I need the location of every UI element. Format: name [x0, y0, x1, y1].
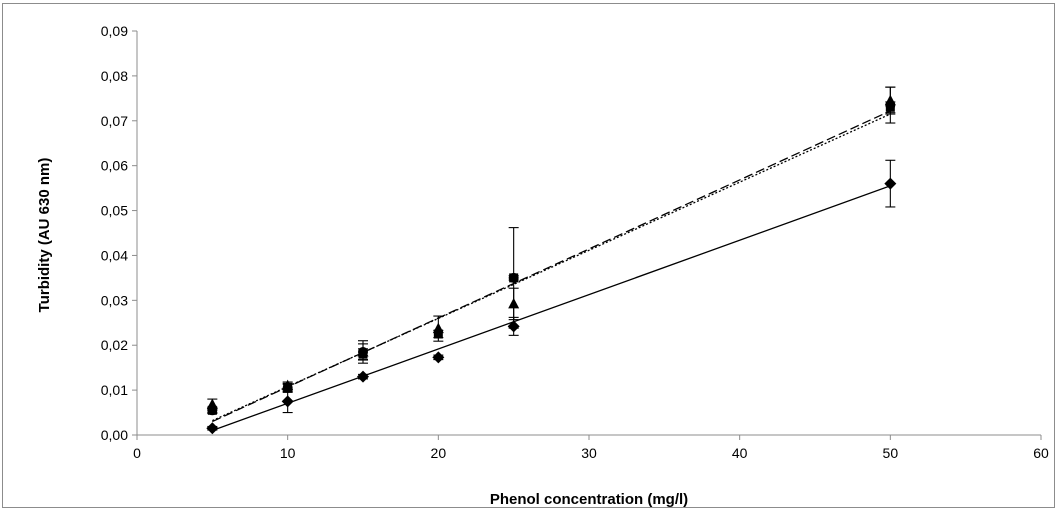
triangle-marker	[508, 297, 520, 309]
diamond-marker	[281, 395, 294, 408]
circle-marker	[885, 100, 896, 111]
y-tick-label: 0,00	[101, 427, 128, 443]
diamond-marker	[432, 351, 445, 364]
x-tick-label: 50	[883, 445, 899, 461]
trendlines	[212, 110, 891, 432]
x-axis-title: Phenol concentration (mg/l)	[490, 491, 688, 508]
y-tick-label: 0,06	[101, 158, 128, 174]
diamond-marker	[206, 422, 219, 435]
x-tick-label: 10	[280, 445, 296, 461]
trendline-dotted	[212, 113, 891, 422]
y-ticks: 0,00 0,01 0,02 0,03 0,04 0,05 0,06 0,07 0,08 0,09	[101, 23, 137, 443]
x-tick-label: 20	[431, 445, 447, 461]
y-tick-label: 0,04	[101, 247, 128, 263]
x-tick-label: 60	[1033, 445, 1049, 461]
circle-marker	[207, 405, 218, 416]
y-tick-label: 0,01	[101, 382, 128, 398]
x-tick-label: 0	[133, 445, 141, 461]
x-tick-label: 30	[581, 445, 597, 461]
triangle-marker	[432, 322, 444, 334]
circle-marker	[282, 382, 293, 393]
y-axis-title: Turbidity (AU 630 nm)	[36, 158, 53, 313]
chart-frame	[2, 3, 1055, 508]
y-tick-label: 0,03	[101, 292, 128, 308]
trendline-dashed	[212, 110, 891, 423]
y-tick-label: 0,09	[101, 23, 128, 39]
data-markers	[206, 94, 897, 435]
x-ticks: 0 10 20 30 40 50 60	[133, 435, 1049, 461]
error-bars	[207, 86, 896, 431]
y-tick-label: 0,07	[101, 113, 128, 129]
x-tick-label: 40	[732, 445, 748, 461]
circle-marker	[508, 272, 519, 283]
diamond-marker	[884, 177, 897, 190]
diamond-marker	[357, 370, 369, 383]
y-tick-label: 0,02	[101, 337, 128, 353]
diamond-marker	[507, 320, 520, 333]
circle-marker	[358, 346, 368, 357]
y-tick-label: 0,05	[101, 203, 128, 219]
square-marker	[433, 329, 443, 339]
y-tick-label: 0,08	[101, 68, 128, 84]
trendline-solid	[212, 185, 891, 432]
axes	[136, 31, 1041, 436]
